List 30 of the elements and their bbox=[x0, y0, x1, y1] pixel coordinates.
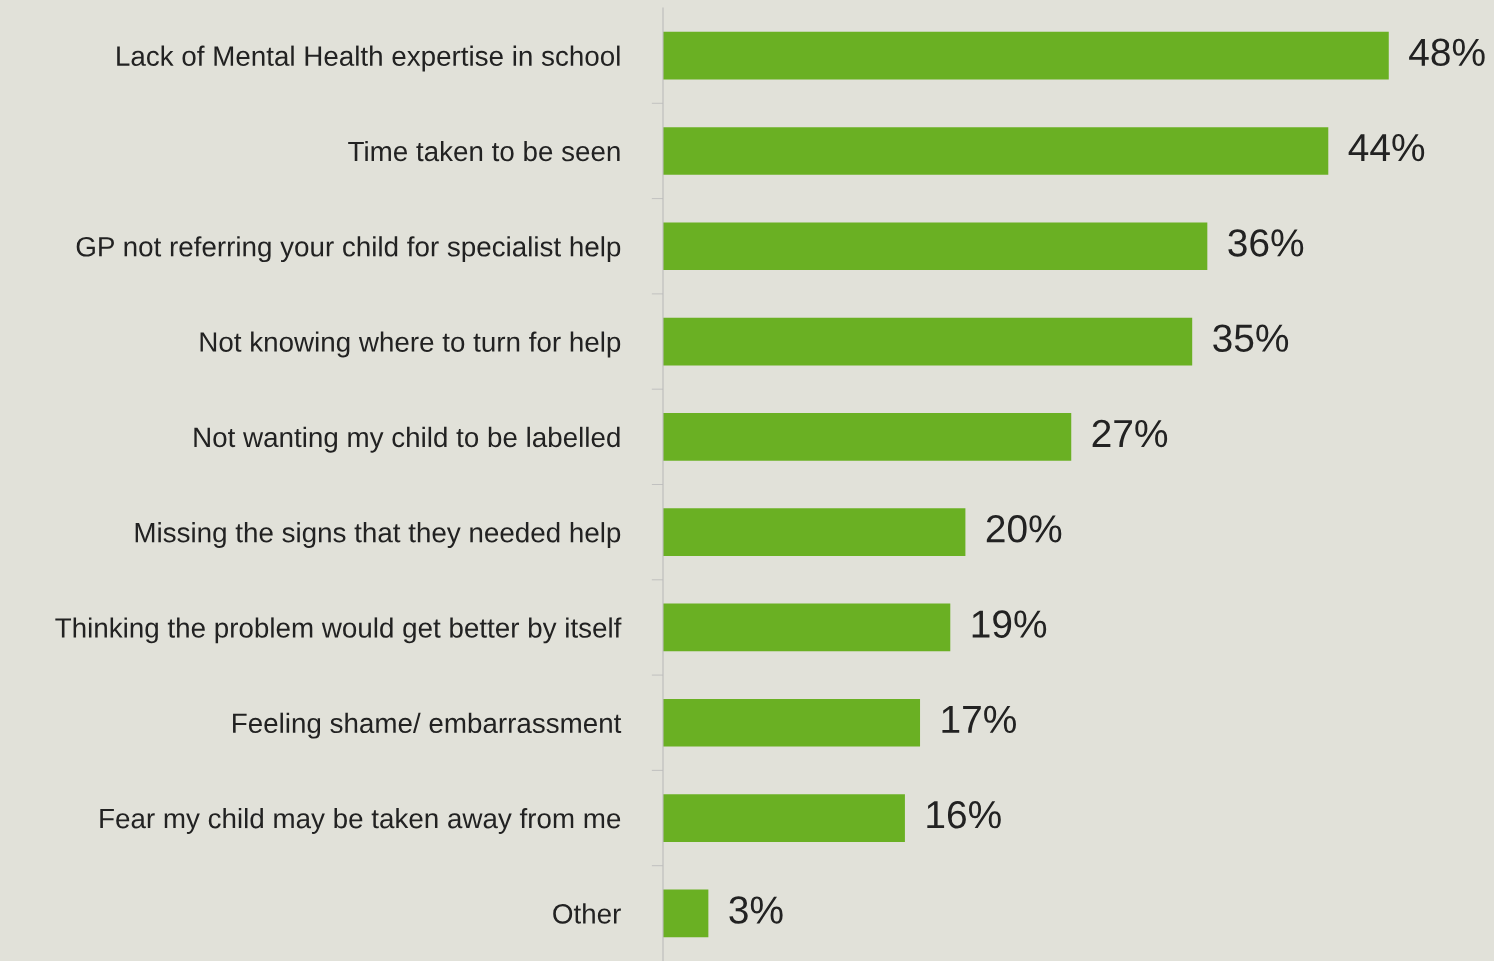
data-label: 27% bbox=[1092, 419, 1168, 448]
bar bbox=[663, 698, 921, 747]
bar bbox=[663, 127, 1329, 175]
data-label: 3% bbox=[729, 896, 783, 924]
data-label: 35% bbox=[1213, 324, 1289, 352]
data-label: 20% bbox=[986, 515, 1062, 543]
y-tick-label: Missing the signs that they needed help bbox=[135, 522, 621, 548]
y-tick-label: Feeling shame/ embarrassment bbox=[233, 712, 622, 739]
data-label: 48% bbox=[1409, 38, 1485, 67]
bar bbox=[663, 603, 951, 652]
bar bbox=[663, 222, 1208, 271]
y-tick-label: Other bbox=[553, 903, 621, 924]
y-tick-label: Fear my child may be taken away from me bbox=[100, 807, 621, 834]
data-label: 19% bbox=[972, 610, 1047, 638]
bar bbox=[663, 317, 1193, 366]
y-tick-label: Not wanting my child to be labelled bbox=[194, 426, 620, 453]
y-tick-label: Thinking the problem would get better by itself bbox=[55, 617, 622, 644]
y-tick-label: Time taken to be seen bbox=[348, 140, 620, 162]
y-tick-label: Not knowing where to turn for help bbox=[200, 331, 621, 358]
bar bbox=[663, 413, 1072, 461]
y-tick-label: Lack of Mental Health expertise in school bbox=[117, 45, 620, 72]
bar bbox=[663, 794, 905, 842]
bar bbox=[663, 31, 1389, 80]
data-label: 44% bbox=[1348, 134, 1425, 162]
y-tick-label: GP not referring your child for specialist help bbox=[76, 236, 621, 263]
bar bbox=[663, 508, 966, 556]
data-label: 17% bbox=[942, 705, 1016, 734]
bar bbox=[663, 889, 709, 938]
data-label: 36% bbox=[1228, 229, 1304, 257]
data-label: 16% bbox=[927, 800, 1001, 829]
